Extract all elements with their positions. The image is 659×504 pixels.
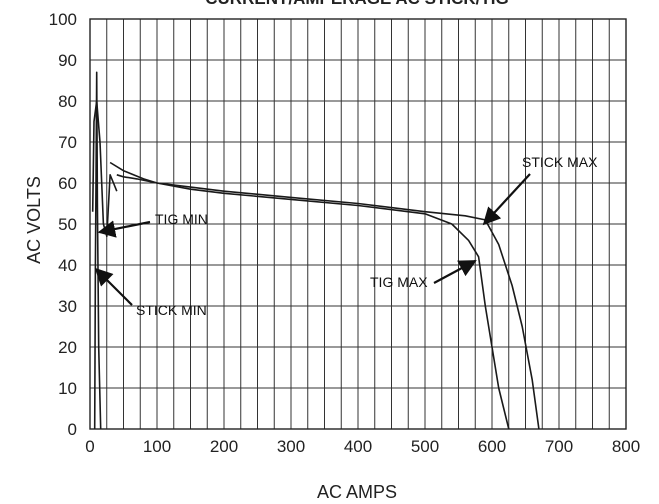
y-tick-label: 40 bbox=[58, 256, 77, 275]
series-line-tig-max bbox=[109, 161, 510, 430]
y-axis-ticks: 0 10 20 30 40 50 60 70 80 90 100 bbox=[49, 10, 77, 439]
y-tick-label: 50 bbox=[58, 215, 77, 234]
x-tick-label: 200 bbox=[210, 437, 238, 456]
y-tick-label: 80 bbox=[58, 92, 77, 111]
y-tick-label: 20 bbox=[58, 338, 77, 357]
annotations: TIG MIN STICK MIN TIG MAX STICK MAX bbox=[94, 154, 598, 318]
annotation-arrow-stick-max bbox=[482, 173, 531, 226]
annotation-arrow-tig-min bbox=[97, 220, 151, 238]
y-tick-label: 100 bbox=[49, 10, 77, 29]
annotation-arrow-tig-max bbox=[433, 259, 477, 284]
x-tick-label: 0 bbox=[85, 437, 94, 456]
x-tick-label: 300 bbox=[277, 437, 305, 456]
x-tick-label: 800 bbox=[612, 437, 640, 456]
y-tick-label: 90 bbox=[58, 51, 77, 70]
y-tick-label: 70 bbox=[58, 133, 77, 152]
series-layer bbox=[91, 71, 540, 430]
x-tick-label: 100 bbox=[143, 437, 171, 456]
y-tick-label: 60 bbox=[58, 174, 77, 193]
annotation-label-stick-max: STICK MAX bbox=[522, 154, 598, 170]
annotation-arrow-stick-min bbox=[94, 267, 133, 306]
series-line-stick-min bbox=[93, 71, 102, 430]
x-tick-label: 700 bbox=[545, 437, 573, 456]
series-line-stick-max bbox=[116, 174, 540, 430]
x-tick-label: 400 bbox=[344, 437, 372, 456]
x-tick-label: 600 bbox=[478, 437, 506, 456]
y-tick-label: 0 bbox=[68, 420, 77, 439]
annotation-label-tig-min: TIG MIN bbox=[155, 211, 208, 227]
chart-title: CURRENT/AMPERAGE AC STICK/TIG bbox=[205, 0, 509, 8]
x-axis-ticks: 0 100 200 300 400 500 600 700 800 bbox=[85, 437, 640, 456]
y-tick-label: 10 bbox=[58, 379, 77, 398]
x-tick-label: 500 bbox=[411, 437, 439, 456]
annotation-label-tig-max: TIG MAX bbox=[370, 274, 428, 290]
annotation-label-stick-min: STICK MIN bbox=[136, 302, 207, 318]
y-tick-label: 30 bbox=[58, 297, 77, 316]
x-axis-title: AC AMPS bbox=[317, 482, 397, 502]
y-axis-title: AC VOLTS bbox=[24, 176, 44, 264]
plot-frame bbox=[89, 18, 627, 430]
